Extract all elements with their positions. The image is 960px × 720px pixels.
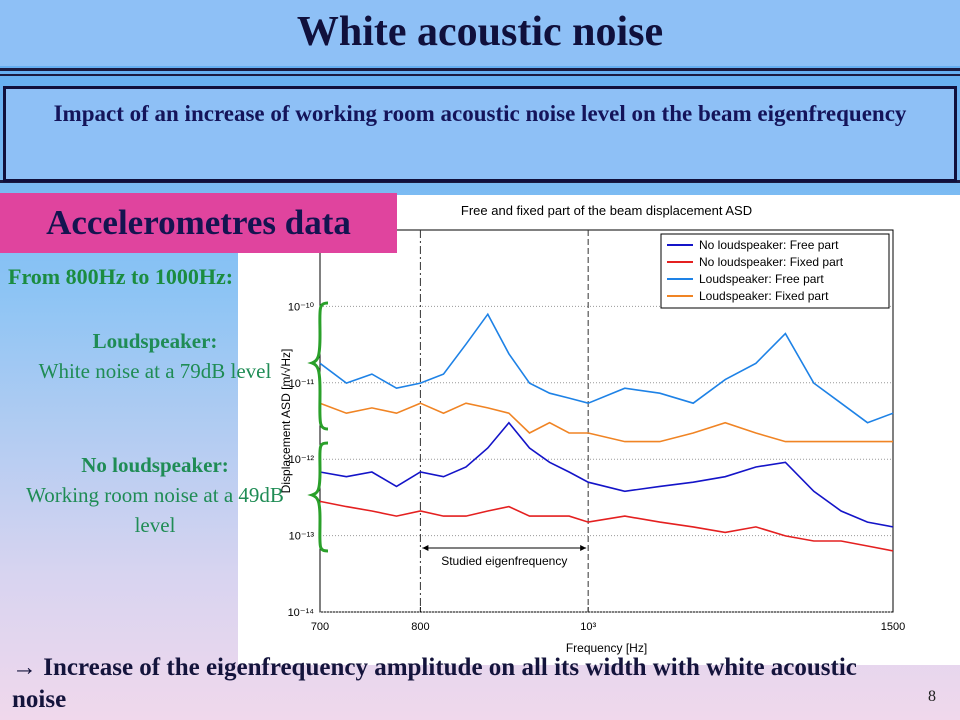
series-line [319,500,894,552]
y-tick-label: 10⁻¹⁴ [288,607,315,619]
series-line [319,402,893,443]
y-tick-label: 10⁻¹² [289,454,315,466]
note-heading: No loudspeaker: [81,453,229,477]
note-text: Working room noise at a 49dB level [26,483,284,537]
page-number: 8 [928,688,936,705]
legend-label: Loudspeaker: Fixed part [699,289,829,303]
annotation: Studied eigenfrequency [441,554,567,568]
note-heading: Loudspeaker: [92,329,218,353]
rule [0,68,960,71]
note-text: White noise at a 79dB level [38,359,272,383]
section-label: Accelerometres data [0,193,397,253]
rule [0,74,960,76]
legend-box [660,233,890,309]
y-tick-label: 10⁻¹³ [289,531,315,543]
x-tick-label: 10³ [580,621,596,633]
note: Loudspeaker: White noise at a 79dB level [20,326,290,386]
series-line [319,421,894,528]
conclusion: → Increase of the eigenfrequency amplitu… [12,654,857,713]
series-line [319,312,894,424]
subtitle: Impact of an increase of working room ac… [53,101,907,126]
subtitle-box [3,86,957,182]
chart: Free and fixed part of the beam displace… [238,195,960,665]
y-tick-label: 10⁻¹¹ [289,378,315,390]
note: No loudspeaker: Working room noise at a … [20,450,290,540]
brace [307,441,329,553]
brace [307,301,329,431]
slide-title: White acoustic noise [296,9,664,55]
range-text: From 800Hz to 1000Hz: [8,264,234,289]
braces [307,301,329,553]
legend-label: No loudspeaker: Free part [699,238,839,252]
y-axis-label: Displacement ASD [m/√Hz] [279,349,293,494]
x-tick-label: 800 [411,621,429,633]
x-axis-label: Frequency [Hz] [566,641,647,655]
legend-label: Loudspeaker: Free part [699,272,824,286]
legend-label: No loudspeaker: Fixed part [699,255,844,269]
x-tick-label: 700 [311,621,329,633]
x-tick-label: 1500 [881,621,905,633]
title-bar [0,0,960,66]
chart-title: Free and fixed part of the beam displace… [461,203,752,218]
y-tick-label: 10⁻¹⁰ [288,301,315,313]
